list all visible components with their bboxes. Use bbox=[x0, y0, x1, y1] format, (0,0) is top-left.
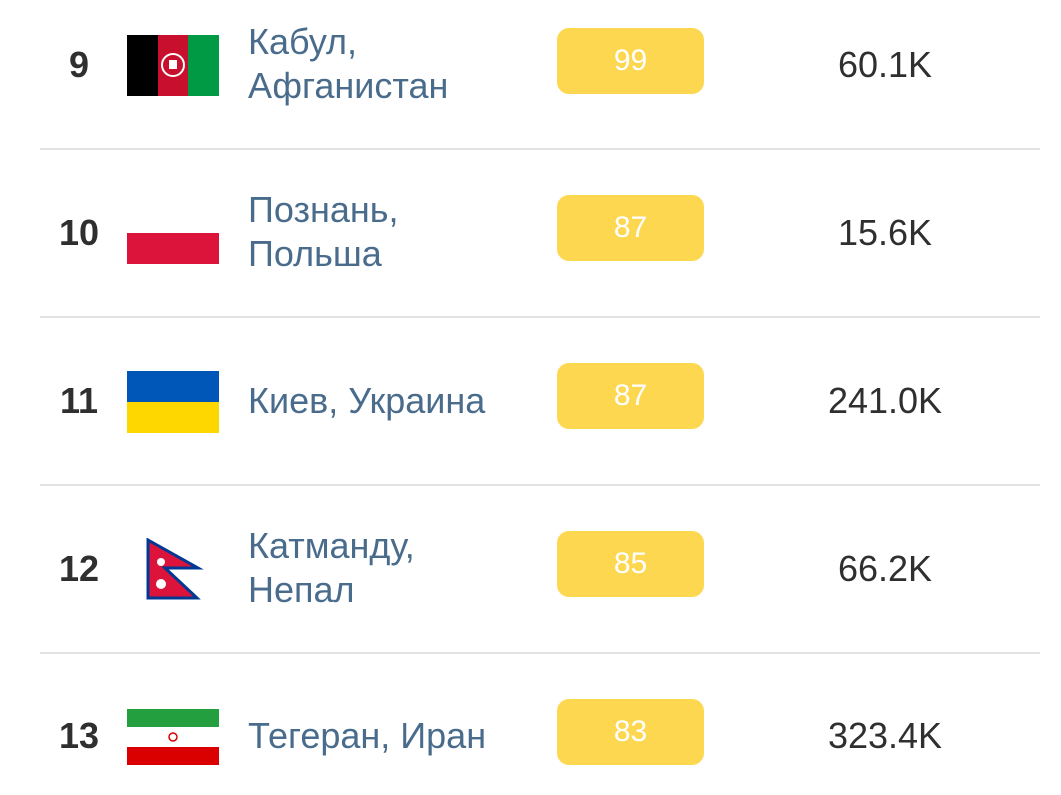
divider bbox=[40, 652, 1040, 654]
nepal-flag-icon bbox=[127, 538, 219, 600]
city-name: Киев, Украина bbox=[248, 380, 486, 421]
city-link[interactable]: Познань, Польша bbox=[248, 188, 548, 276]
country-name: Афганистан bbox=[248, 65, 449, 106]
table-row[interactable]: 9 Кабул, Афганистан 99 60.1K bbox=[0, 0, 1061, 168]
count-value: 241.0K bbox=[827, 380, 943, 421]
table-row[interactable]: 12 Катманду, Непал 85 66.2K bbox=[0, 486, 1061, 654]
city-link[interactable]: Киев, Украина bbox=[248, 379, 548, 423]
ukraine-flag-icon bbox=[127, 371, 219, 433]
score-badge: 99 bbox=[557, 28, 704, 94]
iran-flag-icon bbox=[127, 709, 219, 765]
count-value: 66.2K bbox=[837, 548, 933, 589]
city-link[interactable]: Кабул, Афганистан bbox=[248, 20, 548, 108]
city-link[interactable]: Катманду, Непал bbox=[248, 524, 548, 612]
rank-number: 12 bbox=[58, 548, 100, 589]
table-row[interactable]: 13 Тегеран, Иран 83 323.4K bbox=[0, 654, 1061, 795]
afghanistan-flag-icon bbox=[127, 35, 219, 96]
score-badge: 87 bbox=[557, 363, 704, 429]
count-value: 60.1K bbox=[837, 44, 933, 85]
count-value: 323.4K bbox=[827, 715, 943, 756]
country-name: Польша bbox=[248, 233, 382, 274]
divider bbox=[40, 148, 1040, 150]
country-name: Непал bbox=[248, 569, 355, 610]
table-row[interactable]: 11 Киев, Украина 87 241.0K bbox=[0, 318, 1061, 486]
score-badge: 83 bbox=[557, 699, 704, 765]
city-name: Кабул, bbox=[248, 21, 358, 62]
rank-number: 13 bbox=[58, 715, 100, 756]
rank-number: 11 bbox=[59, 380, 99, 421]
score-badge: 87 bbox=[557, 195, 704, 261]
rank-number: 10 bbox=[58, 212, 100, 253]
divider bbox=[40, 316, 1040, 318]
count-value: 15.6K bbox=[837, 212, 933, 253]
city-name: Тегеран, Иран bbox=[248, 715, 487, 756]
city-link[interactable]: Тегеран, Иран bbox=[248, 714, 548, 758]
rank-number: 9 bbox=[68, 44, 90, 85]
divider bbox=[40, 484, 1040, 486]
city-name: Познань, bbox=[248, 189, 399, 230]
table-row[interactable]: 10 Познань, Польша 87 15.6K bbox=[0, 150, 1061, 318]
city-name: Катманду, bbox=[248, 525, 415, 566]
score-badge: 85 bbox=[557, 531, 704, 597]
poland-flag-icon bbox=[127, 202, 219, 264]
